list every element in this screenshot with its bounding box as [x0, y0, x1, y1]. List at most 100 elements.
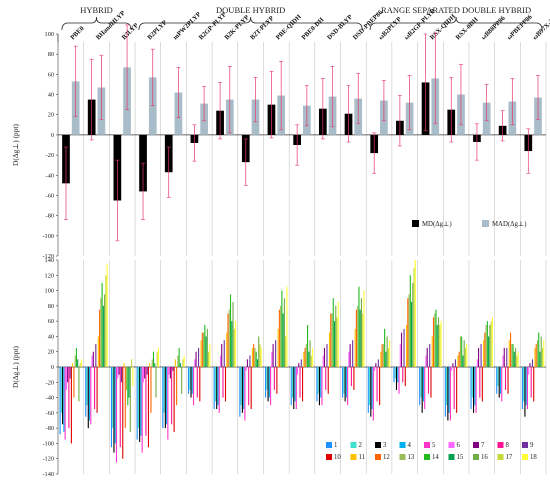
- bottom-bar-series-7: [272, 344, 274, 367]
- bottom-bar-series-12: [509, 332, 512, 367]
- top-bar-mad: [148, 77, 157, 135]
- top-y-tick-label: 0: [51, 132, 54, 139]
- bottom-bar-series-18: [234, 321, 237, 367]
- bottom-bar-series-11: [534, 347, 536, 367]
- bottom-bar-series-2: [291, 367, 294, 398]
- bottom-bar-series-9: [223, 340, 225, 367]
- bottom-bar-series-2: [266, 367, 268, 390]
- bottom-bar-series-13: [228, 309, 230, 367]
- bottom-bar-series-6: [91, 355, 93, 367]
- bottom-bar-series-10: [250, 367, 252, 410]
- bottom-bar-series-8: [299, 367, 301, 398]
- bottom-bar-series-8: [427, 367, 430, 394]
- bottom-bar-series-10: [379, 367, 381, 406]
- bottom-bar-series-3: [267, 367, 269, 402]
- bottom-y-tick-label: -120: [42, 456, 54, 463]
- bottom-bar-series-5: [501, 367, 503, 402]
- bottom-bar-series-9: [275, 340, 277, 367]
- bottom-bar-series-16: [232, 302, 234, 367]
- bottom-bar-series-3: [216, 367, 218, 410]
- bottom-bar-series-18: [363, 290, 365, 367]
- bottom-bar-series-18: [414, 260, 416, 367]
- bottom-bar-series-15: [385, 351, 387, 367]
- bottom-bar-series-8: [94, 367, 96, 410]
- bottom-bar-series-14: [538, 332, 540, 367]
- bottom-bar-series-15: [513, 351, 515, 367]
- bottom-bar-series-6: [451, 367, 453, 371]
- bottom-bar-series-3: [113, 367, 115, 453]
- bottom-bar-series-17: [233, 328, 235, 367]
- bottom-bar-series-18: [183, 355, 185, 367]
- bottom-bar-series-4: [371, 367, 373, 410]
- bottom-bar-series-10: [533, 367, 535, 402]
- bottom-bar-series-9: [146, 367, 148, 375]
- bottom-bar-series-16: [206, 328, 208, 367]
- bottom-bar-series-3: [498, 367, 500, 398]
- bottom-bar-series-15: [282, 313, 284, 367]
- functional-label: ωB97X-2: [532, 18, 550, 42]
- bottom-bar-series-4: [217, 367, 219, 406]
- bottom-bar-series-7: [503, 347, 505, 367]
- bottom-bar-series-17: [310, 355, 312, 367]
- bottom-bar-series-10: [353, 367, 355, 390]
- bottom-bar-series-7: [529, 363, 531, 367]
- bottom-bar-series-14: [486, 321, 488, 367]
- bottom-bar-series-6: [117, 367, 119, 379]
- top-legend-label: MD(Δg⊥): [422, 221, 452, 228]
- bottom-bar-series-13: [177, 355, 179, 367]
- bottom-bar-series-10: [224, 367, 227, 402]
- bottom-bar-series-16: [540, 336, 542, 367]
- bottom-bar-series-10: [430, 367, 432, 398]
- bottom-bar-series-15: [77, 359, 79, 367]
- functional-label: ωB2PLYP: [378, 16, 404, 42]
- bottom-bar-series-2: [112, 367, 114, 429]
- bottom-legend-label: 8: [506, 442, 510, 449]
- bottom-bar-series-14: [281, 290, 283, 367]
- bottom-bar-series-2: [523, 367, 525, 402]
- bottom-bar-series-7: [144, 367, 146, 379]
- bottom-bar-series-9: [506, 347, 508, 367]
- bottom-bar-series-2: [317, 367, 319, 394]
- bottom-legend-label: 12: [383, 454, 390, 461]
- bottom-bar-series-7: [195, 351, 197, 367]
- bottom-bar-series-17: [490, 321, 492, 367]
- bottom-legend-swatch: [326, 442, 332, 448]
- bottom-bar-series-10: [199, 367, 201, 402]
- bottom-bar-series-10: [302, 367, 304, 402]
- bottom-bar-series-10: [404, 367, 406, 387]
- bottom-legend-label: 7: [481, 442, 485, 449]
- bottom-bar-series-10: [327, 367, 329, 394]
- bottom-bar-series-17: [413, 267, 415, 367]
- bottom-y-tick-label: 60: [48, 318, 54, 325]
- functional-label: B2K-PLYP: [223, 14, 250, 41]
- top-y-tick-label: 80: [48, 51, 54, 58]
- bottom-bar-series-5: [141, 367, 143, 453]
- bottom-bar-series-11: [251, 347, 253, 367]
- bottom-bar-series-17: [131, 359, 133, 367]
- bottom-bar-series-16: [78, 367, 80, 402]
- top-y-tick-label: -120: [42, 253, 54, 260]
- bottom-bar-series-1: [393, 367, 395, 383]
- bottom-bar-series-9: [120, 367, 123, 383]
- bottom-bar-series-16: [335, 305, 337, 367]
- bottom-bar-series-11: [277, 328, 279, 367]
- bottom-bar-series-3: [87, 367, 89, 429]
- bottom-bar-series-15: [488, 336, 490, 367]
- bottom-y-tick-label: 40: [48, 333, 54, 340]
- bottom-bar-series-10: [507, 367, 509, 394]
- functional-label: PBE-QIDH: [275, 13, 304, 42]
- bottom-bar-series-10: [122, 367, 124, 459]
- bottom-bar-series-7: [426, 347, 428, 367]
- bottom-bar-series-9: [69, 367, 71, 379]
- bottom-bar-series-13: [74, 355, 76, 367]
- bottom-legend-swatch: [350, 454, 357, 460]
- bottom-bar-series-13: [485, 324, 487, 367]
- bottom-bar-series-8: [68, 367, 70, 429]
- bottom-bar-series-18: [337, 302, 339, 367]
- bottom-bar-series-4: [448, 367, 450, 413]
- bottom-bar-series-7: [349, 344, 351, 367]
- bottom-legend-swatch: [375, 454, 381, 460]
- bottom-bar-series-1: [521, 367, 523, 410]
- bottom-bar-series-3: [293, 367, 295, 410]
- bottom-bar-series-12: [355, 309, 357, 367]
